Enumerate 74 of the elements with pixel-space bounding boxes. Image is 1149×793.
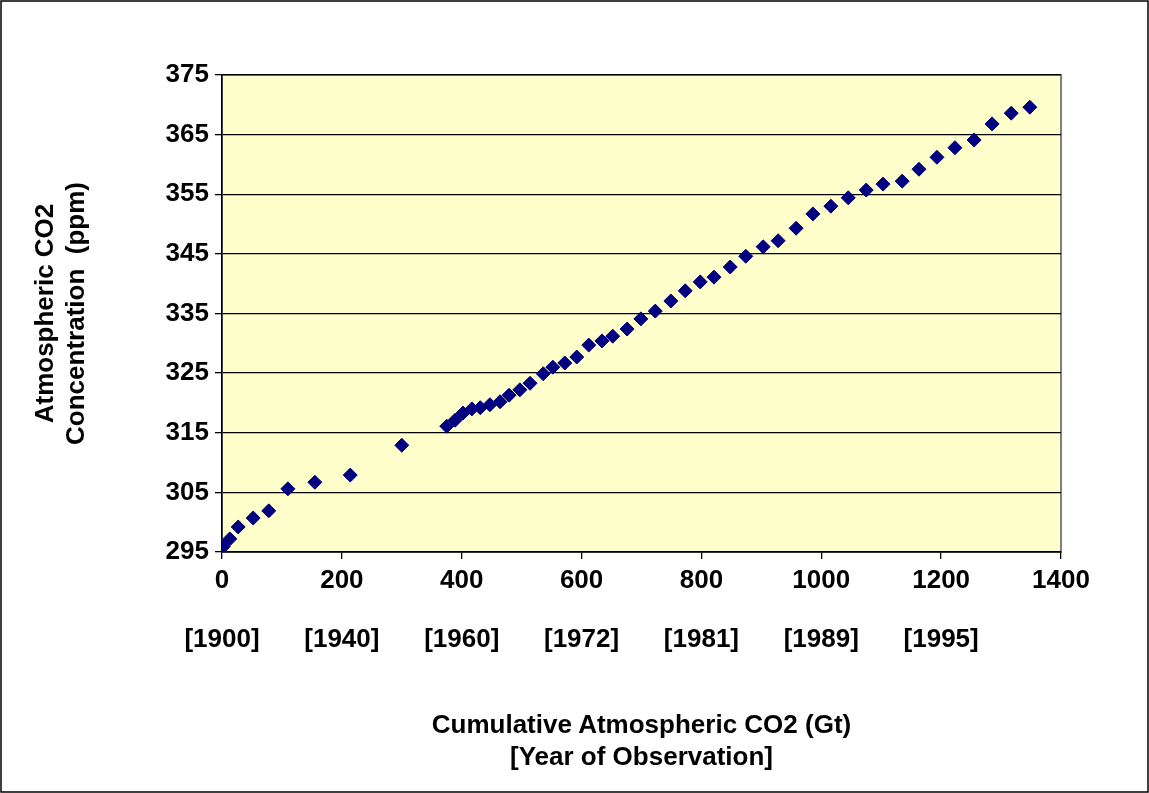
point — [875, 176, 891, 192]
point — [501, 387, 517, 403]
x-tick-label: 1400 — [1032, 563, 1090, 594]
point — [1003, 105, 1019, 121]
point — [1022, 99, 1038, 115]
y-tick-label: 305 — [165, 475, 209, 506]
point — [692, 274, 708, 290]
point — [394, 437, 410, 453]
point — [342, 467, 358, 483]
point — [966, 132, 982, 148]
text: [1940] — [304, 623, 380, 654]
y-tick-label: 335 — [165, 296, 209, 327]
x-tick-label: 800 — [679, 563, 724, 594]
point — [545, 359, 561, 375]
point — [738, 248, 754, 264]
point — [447, 412, 463, 428]
text: [1989] — [783, 623, 859, 654]
text: [1900] — [184, 623, 260, 654]
text: [1972] — [543, 623, 620, 654]
point — [840, 190, 856, 206]
point — [522, 375, 538, 391]
point — [633, 311, 649, 327]
point — [492, 394, 508, 410]
y-tick-label: 365 — [165, 117, 209, 148]
x-axis-title: Cumulative Atmospheric CO2 (Gt) [Year of Observation] — [431, 709, 852, 771]
point — [823, 198, 839, 214]
y-tick-label: 295 — [165, 535, 209, 566]
point — [594, 333, 610, 349]
point — [230, 519, 246, 535]
point — [482, 397, 498, 413]
point — [894, 173, 910, 189]
point — [222, 531, 238, 547]
x-tick-label: 200 — [320, 563, 364, 594]
point — [512, 382, 528, 398]
point — [455, 405, 471, 421]
y-axis-title: Atmospheric CO2 Concentration (ppm) — [28, 182, 90, 445]
point — [722, 259, 738, 275]
point — [755, 239, 771, 255]
x-tick-label: 1200 — [912, 563, 971, 594]
point — [307, 474, 323, 490]
point — [557, 355, 573, 371]
x-tick-label: 400 — [440, 563, 484, 594]
point — [569, 349, 585, 365]
point — [581, 337, 597, 353]
text: [1960] — [424, 623, 500, 654]
point — [858, 182, 874, 198]
point — [677, 283, 693, 299]
x-tick-label: 600 — [559, 563, 604, 594]
point — [663, 293, 679, 309]
point — [535, 366, 551, 382]
point — [280, 481, 296, 497]
y-tick-label: 345 — [165, 237, 209, 268]
point — [911, 161, 927, 177]
point — [929, 149, 945, 165]
point — [245, 510, 261, 526]
y-tick-label: 325 — [165, 356, 209, 387]
point — [439, 418, 455, 434]
point — [605, 328, 621, 344]
point — [947, 140, 963, 156]
point — [788, 220, 804, 236]
point — [770, 233, 786, 249]
point — [261, 503, 277, 519]
y-tick-label: 315 — [165, 415, 209, 446]
point — [984, 116, 1000, 132]
point — [619, 321, 635, 337]
point — [805, 206, 821, 222]
text: [1981] — [663, 623, 740, 654]
y-tick-label: 375 — [165, 58, 209, 89]
point — [647, 303, 663, 319]
point — [706, 269, 722, 285]
y-tick-label: 355 — [165, 177, 209, 208]
text: [1995] — [903, 623, 979, 654]
x-tick-label: 0 — [214, 563, 230, 594]
x-tick-label: 1000 — [792, 563, 851, 594]
